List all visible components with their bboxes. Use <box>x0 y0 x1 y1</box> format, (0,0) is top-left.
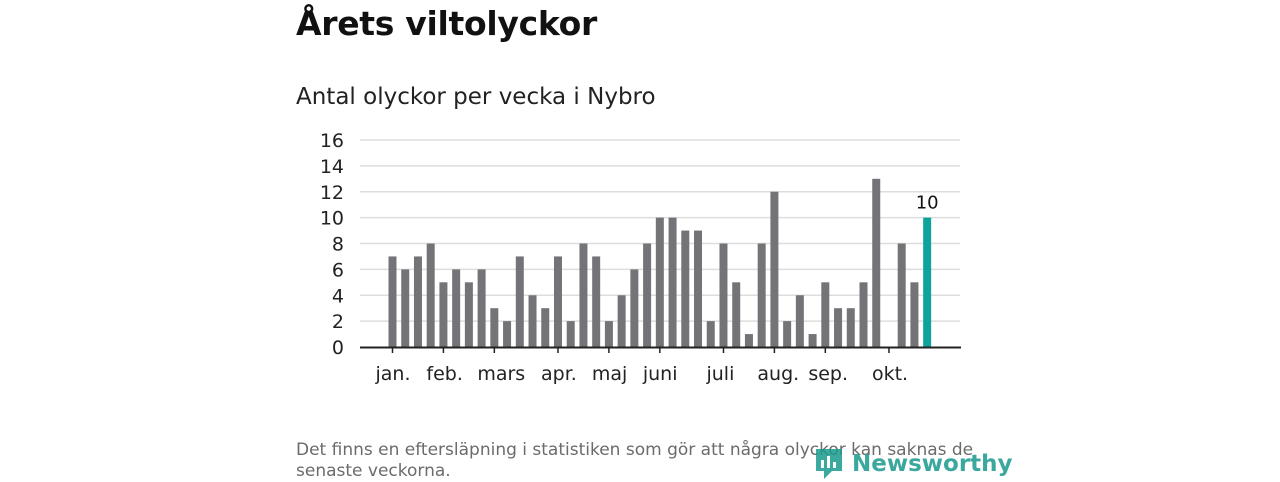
bar <box>897 243 906 347</box>
bar <box>808 334 817 347</box>
y-tick-label: 14 <box>320 156 344 178</box>
x-tick-label: feb. <box>426 363 462 385</box>
x-tick-label: mars <box>477 363 525 385</box>
data-label: 10 <box>916 193 939 214</box>
bar <box>592 256 601 347</box>
bar <box>401 269 410 347</box>
x-tick-label: okt. <box>872 363 908 385</box>
bar <box>566 321 575 347</box>
bar <box>655 217 664 347</box>
footnote: Det finns en eftersläpning i statistiken… <box>296 440 974 481</box>
x-tick-label: apr. <box>541 363 577 385</box>
y-axis-ticks: 0 2 4 6 8 10 12 14 16 <box>320 130 344 359</box>
bar <box>503 321 512 347</box>
bar <box>630 269 639 347</box>
bar <box>490 308 499 347</box>
bar <box>923 217 932 347</box>
bar <box>477 269 486 347</box>
bar <box>834 308 843 347</box>
bar <box>719 243 728 347</box>
bar <box>770 191 779 347</box>
data-labels: 10 <box>916 193 939 214</box>
chart-title: Årets viltolyckor <box>296 4 597 43</box>
x-tick-label: jan. <box>375 363 411 385</box>
bar <box>744 334 753 347</box>
bar <box>541 308 550 347</box>
y-tick-label: 2 <box>332 311 344 333</box>
x-tick-label: sep. <box>808 363 848 385</box>
bar <box>413 256 422 347</box>
x-axis <box>360 346 961 353</box>
x-tick-label: juni <box>642 363 678 385</box>
y-tick-label: 0 <box>332 337 344 359</box>
y-tick-label: 16 <box>320 130 344 152</box>
bar <box>643 243 652 347</box>
bar <box>757 243 766 347</box>
bar <box>604 321 613 347</box>
newsworthy-logo-text: Newsworthy <box>852 451 1013 477</box>
bars <box>388 178 932 347</box>
bar <box>388 256 397 347</box>
bar <box>872 178 881 347</box>
bar <box>846 308 855 347</box>
y-tick-label: 8 <box>332 234 344 256</box>
y-tick-label: 12 <box>320 182 344 204</box>
bar <box>859 282 868 347</box>
newsworthy-logo: Newsworthy <box>814 446 1013 482</box>
y-tick-label: 10 <box>320 208 344 230</box>
bar <box>681 230 690 347</box>
bar <box>910 282 919 347</box>
bar <box>553 256 562 347</box>
y-tick-label: 4 <box>332 285 344 307</box>
x-axis-month-labels: jan. feb. mars apr. maj juni juli aug. sep. okt. <box>375 363 909 385</box>
bar <box>821 282 830 347</box>
bar <box>617 295 626 347</box>
newsworthy-logo-icon <box>816 449 842 479</box>
bar <box>668 217 677 347</box>
x-tick-label: juli <box>705 363 734 385</box>
bar <box>795 295 804 347</box>
x-tick-label: aug. <box>757 363 799 385</box>
bar <box>783 321 792 347</box>
bar <box>464 282 473 347</box>
x-tick-label: maj <box>592 363 627 385</box>
bar <box>579 243 588 347</box>
chart-subtitle: Antal olyckor per vecka i Nybro <box>296 84 656 110</box>
bar <box>732 282 741 347</box>
bar <box>528 295 537 347</box>
bar <box>439 282 448 347</box>
bar <box>706 321 715 347</box>
bar <box>694 230 703 347</box>
bar <box>426 243 435 347</box>
bar <box>452 269 461 347</box>
bar <box>515 256 524 347</box>
y-tick-label: 6 <box>332 259 344 281</box>
